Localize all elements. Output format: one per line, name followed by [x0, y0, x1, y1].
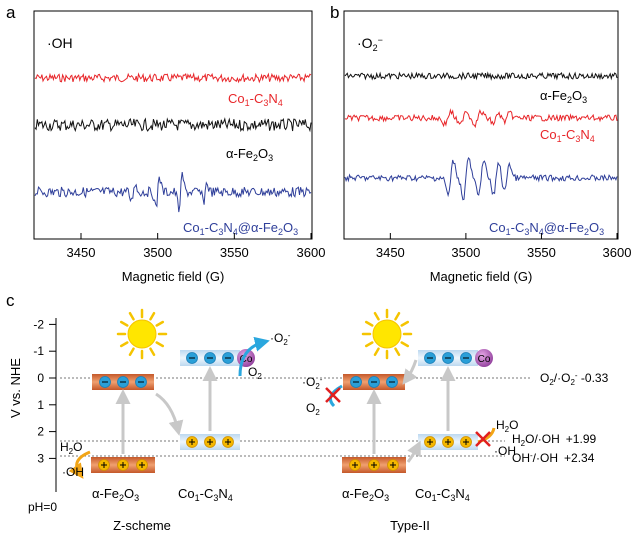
couple-o2-label: O2/·O2- -0.33	[540, 371, 609, 387]
type-ii-title: Type-II	[390, 518, 430, 533]
t2-h2o-label: H2O	[496, 418, 518, 434]
ph-label: pH=0	[28, 500, 57, 514]
series-b-fe2o3-label: α-Fe2O3	[540, 88, 587, 105]
couple-oh-label: OH-/·OH +2.34	[512, 451, 595, 465]
panel-b-species-label: ·O2−	[357, 35, 383, 53]
panel-b-x-ticks: 3450 3500 3550 3600	[376, 233, 632, 260]
co-atom-label: Co	[240, 354, 253, 365]
t2-fe2o3-label: α-Fe2O3	[342, 486, 389, 503]
o2-reduction-arrow	[238, 336, 270, 377]
type-ii: Co ·O2- O2 H2O ·OH α-Fe2O3 Co1-C3N4 Type…	[302, 308, 518, 533]
sun-icon	[361, 308, 413, 360]
series-b-fe2o3	[344, 71, 618, 81]
t2-co-atom-label: Co	[478, 354, 491, 365]
t2-o2-radical-label: ·O2-	[302, 375, 323, 391]
x-tick-label: 3450	[376, 245, 405, 260]
t2-o2-label: O2	[306, 401, 320, 417]
panel-b-frame	[343, 10, 619, 240]
x-tick-label: 3550	[220, 245, 249, 260]
series-b-composite-label: Co1-C3N4@α-Fe2O3	[489, 220, 604, 237]
h2o-oxidation-arrow	[68, 450, 91, 479]
x-tick-label: 3500	[143, 245, 172, 260]
panel-c-ylabel: V vs. NHE	[8, 358, 23, 418]
z-o2-radical-label: ·O2-	[270, 331, 291, 347]
panel-a-letter: a	[6, 3, 16, 22]
series-a-fe2o3-label: α-Fe2O3	[226, 146, 273, 163]
panel-c-y-ticks: -2 -1 0 1 2 3	[33, 317, 56, 465]
z-oh-label: ·OH	[62, 465, 84, 479]
couple-h2o-label: H2O/·OH +1.99	[512, 432, 596, 448]
z-transfer-arrow	[155, 392, 184, 436]
x-tick-label: 3550	[527, 245, 556, 260]
z-o2-label: O2	[248, 365, 262, 381]
y-tick-label: -2	[33, 317, 44, 331]
panel-a-xlabel: Magnetic field (G)	[122, 269, 225, 284]
y-tick-label: -1	[33, 344, 44, 358]
series-b-co1c3n4-label: Co1-C3N4	[540, 127, 595, 144]
panel-c-letter: c	[6, 291, 15, 310]
t2-o2-blocked-cross-icon	[325, 387, 341, 403]
panel-a-frame	[33, 10, 313, 240]
t2-oh-label: ·OH	[494, 444, 516, 458]
x-tick-label: 3500	[451, 245, 480, 260]
y-tick-label: 3	[37, 451, 44, 465]
series-b-composite	[344, 157, 618, 201]
y-tick-label: 1	[37, 398, 44, 412]
z-scheme-title: Z-scheme	[113, 518, 171, 533]
panel-a-species-label: ·OH	[47, 35, 73, 51]
t2-co-atom-icon	[475, 349, 493, 367]
x-tick-label: 3450	[67, 245, 96, 260]
y-tick-label: 2	[37, 425, 44, 439]
z-c3n4-label: Co1-C3N4	[178, 486, 233, 503]
panel-b-xlabel: Magnetic field (G)	[430, 269, 533, 284]
sun-icon	[116, 308, 168, 360]
t2-c3n4-label: Co1-C3N4	[415, 486, 470, 503]
z-scheme: Co ·O2- O2 H2O ·OH α-Fe2O3 Co1-C3N4 Z-sc…	[60, 308, 291, 533]
series-a-co1c3n4	[34, 72, 312, 84]
panel-a-x-ticks: 3450 3500 3550 3600	[67, 233, 326, 260]
series-a-composite-label: Co1-C3N4@α-Fe2O3	[183, 220, 298, 237]
t2-h2o-blocked-cross-icon	[475, 431, 491, 447]
panel-b: b ·O2− α-Fe2O3 Co1-C3N4 Co1-C3N4@α-Fe2O3…	[330, 3, 631, 284]
x-tick-label: 3600	[603, 245, 632, 260]
z-fe2o3-label: α-Fe2O3	[92, 486, 139, 503]
panel-a: a ·OH Co1-C3N4 α-Fe2O3 Co1-C3N4@α-Fe2O3 …	[6, 3, 325, 284]
series-a-co1c3n4-label: Co1-C3N4	[228, 91, 283, 108]
panel-b-letter: b	[330, 3, 339, 22]
series-b-co1c3n4	[344, 108, 618, 129]
z-h2o-label: H2O	[60, 440, 82, 456]
series-a-composite	[34, 172, 312, 213]
x-tick-label: 3600	[297, 245, 326, 260]
y-tick-label: 0	[37, 371, 44, 385]
t2-hole-transfer-arrow	[406, 440, 421, 463]
series-a-fe2o3	[34, 117, 312, 133]
t2-electron-transfer-arrow	[402, 359, 418, 385]
